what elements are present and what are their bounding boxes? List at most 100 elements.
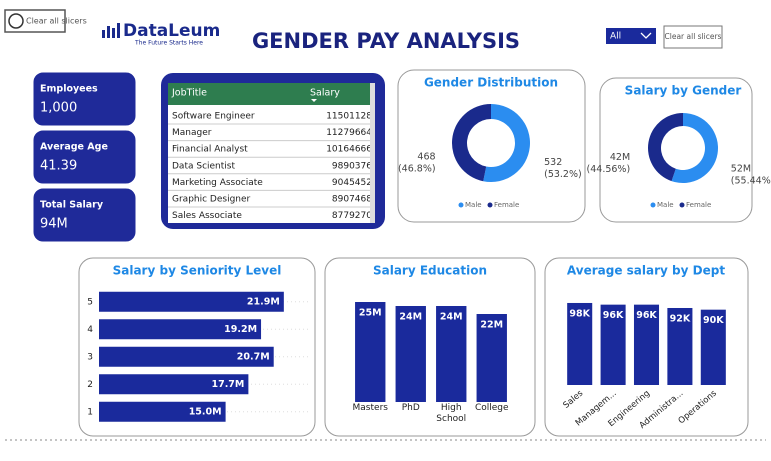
slicer-dropdown[interactable] bbox=[606, 28, 656, 44]
table-scrollbar[interactable] bbox=[370, 83, 375, 223]
kpi-card bbox=[32, 187, 137, 243]
clear-slicers-button[interactable] bbox=[663, 25, 723, 49]
bar bbox=[99, 291, 284, 312]
data-label: 96K bbox=[636, 310, 657, 321]
table-cell: Sales Associate bbox=[172, 211, 242, 221]
legend-label: Male bbox=[657, 201, 674, 209]
bar bbox=[395, 306, 426, 402]
y-tick-label: 3 bbox=[87, 352, 93, 362]
card bbox=[599, 77, 753, 223]
y-tick-label: 4 bbox=[87, 325, 93, 335]
table-cell: 10164666 bbox=[326, 145, 372, 155]
table-cell: Financial Analyst bbox=[172, 145, 248, 155]
data-label: 532 bbox=[544, 157, 562, 168]
bar bbox=[99, 319, 262, 340]
x-tick-label: Masters bbox=[352, 403, 388, 413]
clear-icon bbox=[8, 13, 24, 29]
legend-marker bbox=[487, 202, 493, 208]
card bbox=[397, 69, 586, 223]
donut-slice bbox=[671, 113, 718, 183]
table-cell: Graphic Designer bbox=[172, 195, 251, 205]
bar bbox=[600, 304, 626, 385]
page-title: GENDER PAY ANALYSIS bbox=[252, 29, 520, 53]
bar bbox=[99, 374, 249, 395]
data-label: 19.2M bbox=[224, 324, 257, 335]
slicer-value[interactable]: All bbox=[610, 32, 621, 42]
table-cell: 8907468 bbox=[332, 195, 372, 205]
data-label: 468 bbox=[417, 152, 435, 163]
logo-bars bbox=[102, 23, 120, 38]
bar bbox=[355, 302, 386, 402]
data-label: 17.7M bbox=[211, 379, 244, 390]
table-cell: 9890376 bbox=[332, 161, 372, 171]
chart-title: Salary Education bbox=[373, 264, 487, 278]
bar bbox=[667, 307, 693, 385]
x-tick-label-box: College bbox=[474, 403, 509, 413]
bar bbox=[476, 314, 507, 402]
table-cell: Manager bbox=[172, 128, 212, 138]
table-rows: Software Engineer 11501128 Manager 11279664… bbox=[168, 112, 372, 221]
kpi-value: 1,000 bbox=[40, 101, 77, 116]
data-label: 96K bbox=[603, 310, 624, 321]
donut-slice bbox=[452, 104, 491, 182]
data-label: 24M bbox=[440, 312, 463, 323]
data-label: 25M bbox=[359, 308, 382, 319]
data-label: 22M bbox=[480, 320, 503, 331]
donut-slice bbox=[483, 104, 531, 182]
x-tick-label-box: High School bbox=[436, 403, 467, 424]
y-tick-label: 2 bbox=[87, 380, 93, 390]
chart-title: Gender Distribution bbox=[424, 76, 558, 90]
kpi-card bbox=[32, 129, 137, 185]
chart-title: Salary by Gender bbox=[625, 84, 742, 98]
chart-title: Average salary by Dept bbox=[567, 264, 725, 278]
legend-label: Female bbox=[686, 201, 711, 209]
data-label: 42M bbox=[610, 152, 630, 163]
table-cell: 11501128 bbox=[326, 112, 372, 122]
x-tick-label: College bbox=[474, 403, 509, 413]
kpi-card bbox=[32, 71, 137, 127]
table-cell: 8779270 bbox=[332, 211, 372, 221]
donut-slice bbox=[647, 113, 683, 182]
table-body bbox=[168, 83, 375, 223]
table-cell: Data Scientist bbox=[172, 161, 235, 171]
table-cell: 9045452 bbox=[332, 178, 372, 188]
bar bbox=[99, 346, 274, 367]
kpi-label: Total Salary bbox=[40, 200, 104, 211]
legend-label: Female bbox=[494, 201, 519, 209]
bar bbox=[700, 309, 726, 385]
logo: DataLeum bbox=[123, 21, 220, 41]
clear-slicers-text[interactable]: Clear all slicers bbox=[665, 32, 722, 41]
data-label: 92K bbox=[670, 313, 691, 324]
chart-title: Salary by Seniority Level bbox=[113, 264, 282, 278]
percent-label: (46.8%) bbox=[398, 164, 436, 175]
legend-marker bbox=[650, 202, 656, 208]
data-label: 21.9M bbox=[247, 296, 280, 307]
table-header bbox=[168, 83, 375, 105]
percent-label: (53.2%) bbox=[544, 169, 582, 180]
bar bbox=[99, 401, 226, 422]
data-label: 52M bbox=[731, 164, 751, 175]
y-tick-label: 1 bbox=[87, 407, 93, 417]
kpi-value: 94M bbox=[40, 217, 68, 232]
y-tick-label: 5 bbox=[87, 297, 93, 307]
table-cell: Marketing Associate bbox=[172, 178, 263, 188]
legend-label: Male bbox=[465, 201, 482, 209]
table-column-header: Salary bbox=[310, 88, 340, 99]
table-column-header: JobTitle bbox=[171, 88, 207, 99]
data-label: 90K bbox=[703, 315, 724, 326]
data-label: 24M bbox=[399, 312, 422, 323]
percent-label: (44.56%) bbox=[587, 164, 631, 175]
x-tick-label: High School bbox=[436, 403, 467, 424]
dropdown-arrow bbox=[640, 32, 652, 39]
bar bbox=[436, 306, 467, 402]
kpi-label: Average Age bbox=[40, 142, 108, 153]
bar bbox=[633, 304, 660, 385]
tagline: The Future Starts Here bbox=[134, 40, 203, 47]
legend-marker bbox=[458, 202, 464, 208]
sort-arrow bbox=[311, 99, 317, 102]
data-label: 15.0M bbox=[189, 406, 222, 417]
legend-marker bbox=[679, 202, 685, 208]
clear-slicers-text[interactable]: Clear all slicers bbox=[26, 17, 87, 26]
